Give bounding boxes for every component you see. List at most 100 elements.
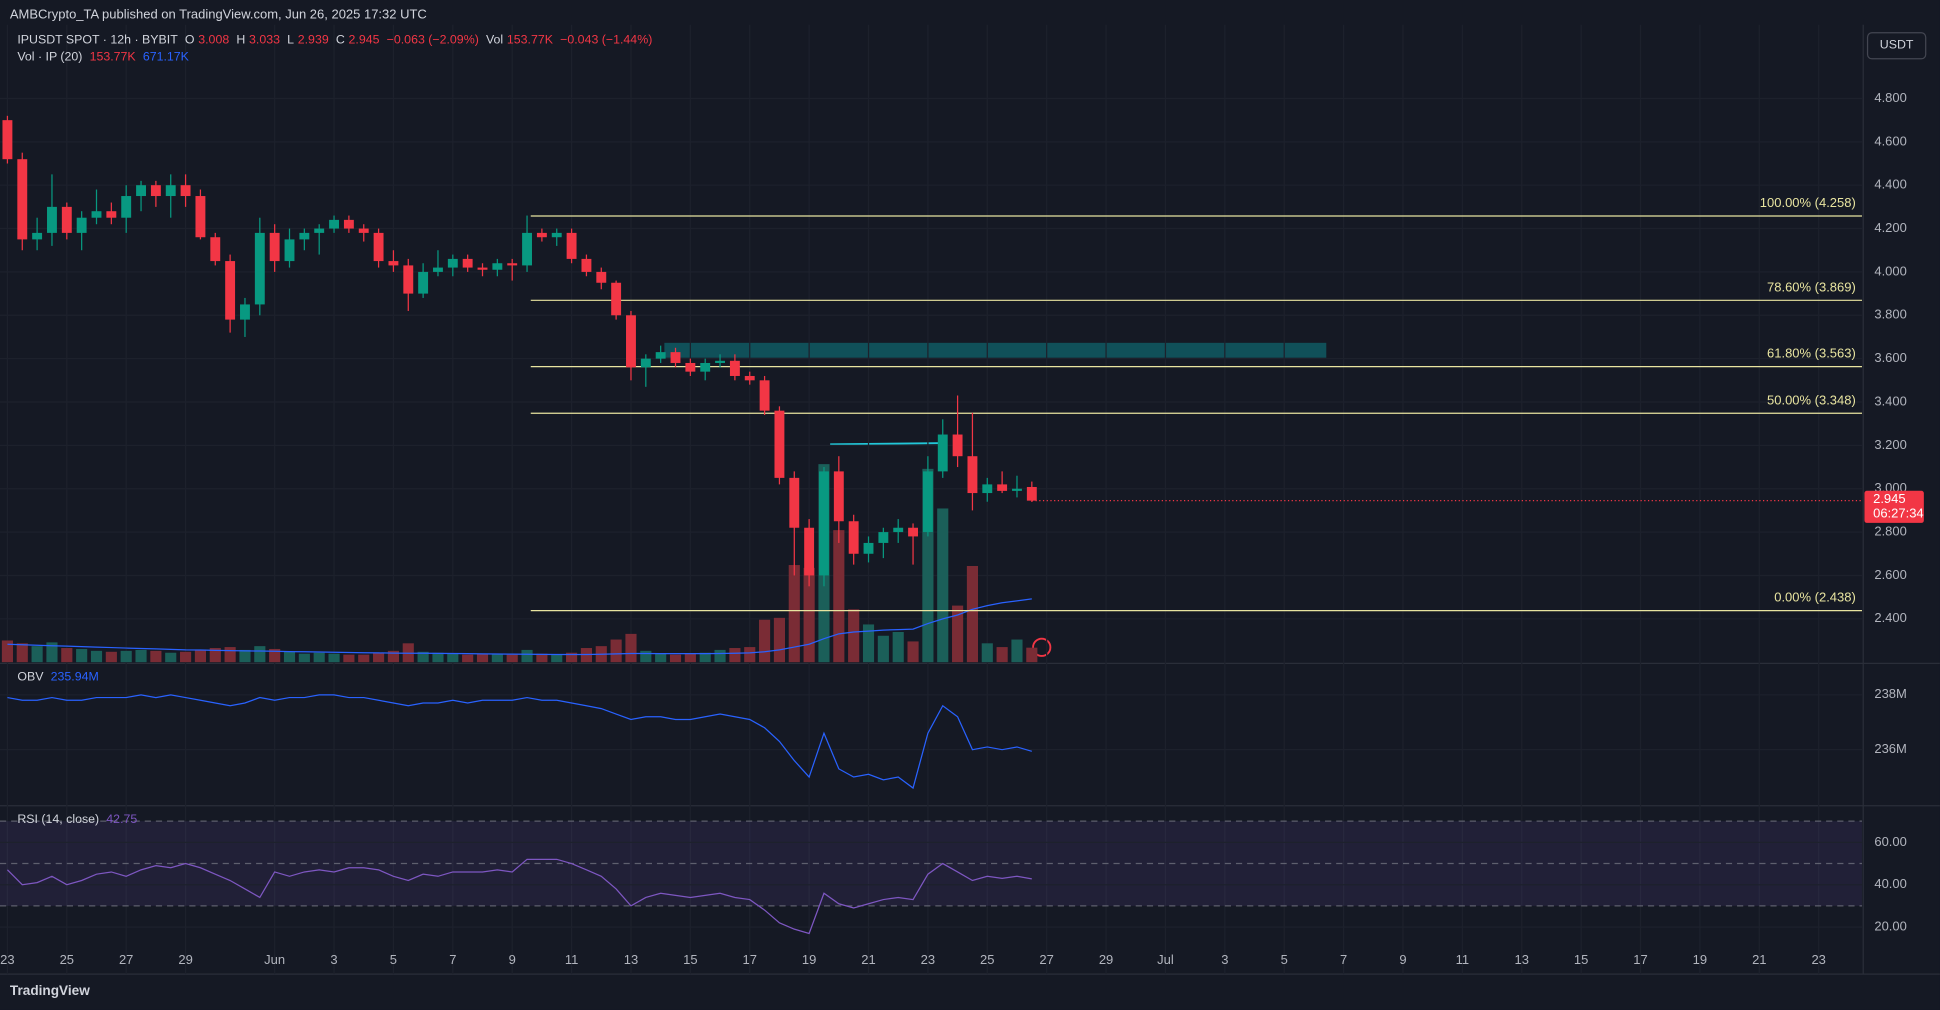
volume-bar [135,649,147,663]
y-tick-label: 238M [1874,686,1906,701]
x-tick-label: 17 [743,952,757,967]
volume-bar [432,652,444,663]
x-tick-label: 7 [449,952,456,967]
volume-bar [105,651,117,663]
y-tick-label: 3.600 [1874,350,1906,365]
volume-bar [343,654,355,663]
volume-bar [714,649,726,663]
y-tick-label: 60.00 [1874,834,1906,849]
volume-bar [848,609,860,663]
volume-bar [165,652,177,663]
label: H [236,33,246,48]
alert-icon [1032,637,1052,657]
candle-body [759,380,770,411]
price-label-box [1864,490,1924,523]
candle-body [536,232,547,238]
vol-change: −0.043 (−1.44%) [560,33,653,48]
candle-body [611,282,622,316]
volume-bar [313,652,325,663]
volume-bar [194,649,206,663]
candle-body [819,471,829,576]
y-tick-label: 3.400 [1874,393,1906,408]
candle-body [878,532,889,543]
y-tick-label: 4.600 [1874,133,1906,148]
candle-body [596,271,607,283]
candle-body [774,410,785,478]
volume-bar [669,654,682,663]
volume-bar [699,652,711,663]
label: Vol · IP (20) [17,50,83,65]
low-value: 2.939 [297,33,329,48]
x-tick-label: 11 [565,952,578,967]
candle-body [477,267,488,270]
label: O [184,33,195,48]
x-tick-label: 27 [119,952,133,967]
vol-value: 153.77K [506,33,553,48]
volume-bar [536,653,548,663]
x-tick-label: 19 [802,952,816,967]
candle-body [789,477,800,528]
candle-body [655,352,666,359]
volume-bar [476,653,489,663]
volume-bar [447,653,459,663]
volume-bar [877,635,889,663]
currency-button[interactable]: USDT [1866,32,1927,60]
volume-bar [16,643,28,663]
candle-body [551,232,562,238]
x-tick-label: 5 [1281,952,1288,967]
candle-body [284,239,295,262]
volume-bar [462,654,474,663]
volume-bar [892,631,904,663]
candle-body [744,375,755,381]
candle-body [121,196,132,218]
candle-body [61,206,72,233]
volume-bar [150,650,162,663]
y-tick-label: 40.00 [1874,876,1906,891]
candle-body [492,263,503,270]
volume-bar [506,654,518,663]
volume-bar [996,647,1008,663]
x-tick-label: 7 [1340,952,1347,967]
candle-body [180,185,191,197]
volume-bar [862,624,875,663]
volume-bar [1026,647,1038,663]
candle-body [1026,486,1037,501]
y-tick-label: 3.200 [1874,437,1906,452]
candle-body [17,159,28,240]
volume-bar [625,633,637,663]
y-tick-label: 20.00 [1874,919,1906,934]
x-tick-label: 25 [60,952,74,967]
candle-body [358,228,369,233]
candle-body [670,352,681,363]
candle-body [566,232,577,259]
volume-bar [298,653,310,663]
rsi-legend: RSI (14, close) 42.75 [17,813,141,827]
candle-body [1012,488,1022,491]
volume-bar [373,652,385,663]
logo: TradingView [9,983,90,999]
fib-label: 100.00% (4.258) [1760,195,1856,210]
x-tick-label: 13 [1515,952,1529,967]
volume-bar [729,648,741,663]
candle-body [863,542,874,554]
volume-bar [952,605,964,663]
candle-body [373,232,384,262]
x-tick-label: 3 [1221,952,1228,967]
close-value: 2.945 [348,33,380,48]
volume-bar [966,565,979,663]
y-tick-label: 4.400 [1874,177,1906,192]
volume-bar [120,650,132,663]
y-tick-label: 4.000 [1874,263,1906,278]
candle-body [715,360,725,363]
volume-bar [640,650,652,663]
resistance-line [830,442,947,446]
vol-ma-value: 671.17K [142,50,189,65]
volume-bar [610,639,622,663]
volume-bar [788,565,800,663]
candle-body [729,360,740,376]
candle-body [522,232,532,266]
volume-bar [76,648,88,663]
volume-bar [61,648,73,663]
